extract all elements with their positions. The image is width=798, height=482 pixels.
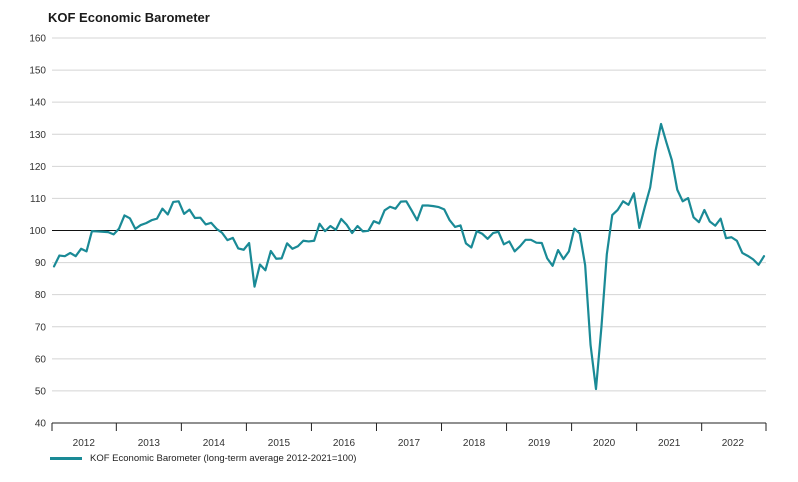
x-tick-label: 2020 <box>593 438 616 449</box>
x-tick-label: 2014 <box>203 438 226 449</box>
x-tick-label: 2015 <box>268 438 291 449</box>
y-tick-label: 110 <box>30 194 46 205</box>
x-tick-label: 2021 <box>658 438 681 449</box>
y-tick-label: 120 <box>29 162 46 173</box>
y-tick-label: 80 <box>35 290 47 301</box>
x-tick-label: 2019 <box>528 438 551 449</box>
series-line-kof-barometer <box>52 122 766 391</box>
y-tick-label: 90 <box>35 258 47 269</box>
y-tick-label: 60 <box>35 354 47 365</box>
legend-swatch <box>50 457 82 460</box>
y-tick-label: 130 <box>29 130 46 141</box>
legend-label: KOF Economic Barometer (long-term averag… <box>90 453 357 464</box>
y-tick-label: 50 <box>35 386 47 397</box>
y-tick-label: 160 <box>29 34 46 45</box>
y-tick-label: 100 <box>29 226 46 237</box>
y-tick-label: 40 <box>35 419 47 430</box>
y-tick-label: 70 <box>35 322 47 333</box>
y-tick-label: 150 <box>29 66 46 77</box>
legend: KOF Economic Barometer (long-term averag… <box>50 453 356 464</box>
x-tick-label: 2016 <box>333 438 356 449</box>
x-tick-label: 2018 <box>463 438 486 449</box>
x-tick-label: 2013 <box>138 438 161 449</box>
x-tick-label: 2022 <box>722 438 745 449</box>
y-tick-label: 140 <box>29 98 46 109</box>
x-tick-label: 2012 <box>73 438 96 449</box>
x-tick-label: 2017 <box>398 438 421 449</box>
chart-title: KOF Economic Barometer <box>48 10 210 25</box>
